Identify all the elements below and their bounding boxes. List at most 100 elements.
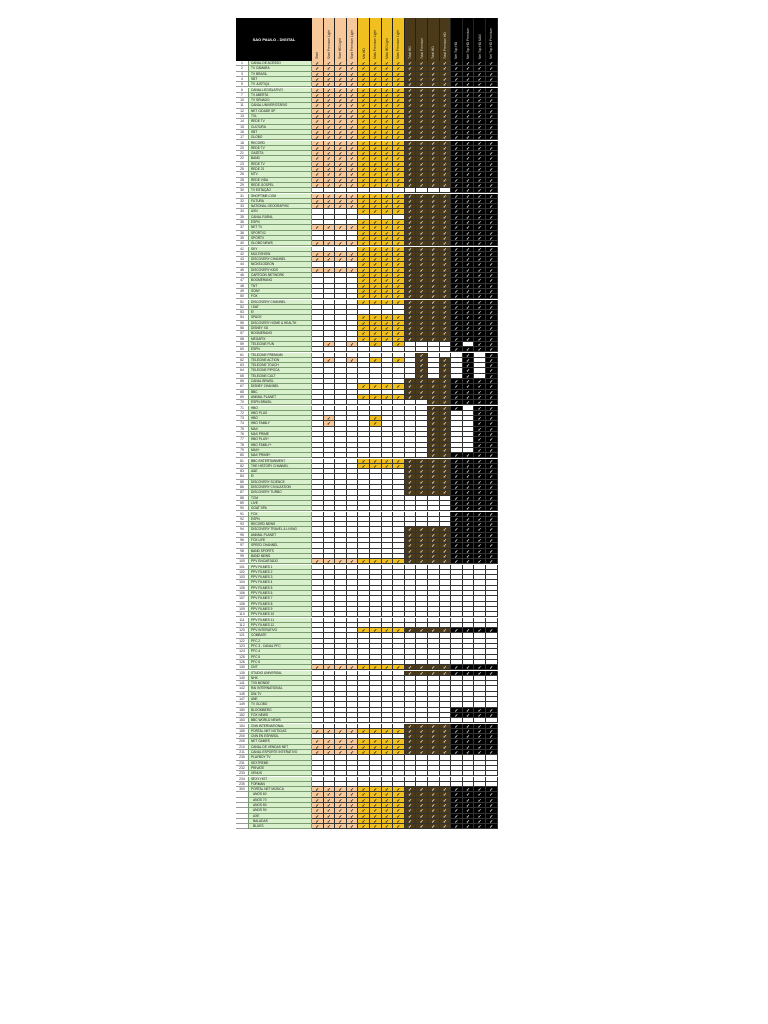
check-cell: ✓ [474,103,486,109]
check-cell: ✓ [393,71,405,77]
check-cell: ✓ [439,66,452,72]
check-cell: ✓ [370,129,382,136]
channel-number: 6 [236,87,248,93]
check-cell: ✓ [335,76,347,83]
check-cell: ✓ [323,61,336,67]
check-cell: ✓ [323,82,336,88]
check-cell: ✓ [462,161,475,167]
check-cell: ✓ [451,119,463,125]
check-cell: ✓ [416,76,428,83]
check-cell: ✓ [370,167,382,173]
check-cell: ✓ [428,82,440,88]
check-cell: ✓ [416,124,428,130]
check-cell: ✓ [370,66,382,72]
check-cell: ✓ [381,204,394,210]
check-cell: ✓ [323,66,336,72]
check-cell: ✓ [346,92,359,99]
check-cell: ✓ [428,177,440,183]
check-cell: ✓ [346,98,359,104]
check-cell: ✓ [381,114,394,120]
check-cell: ✓ [462,182,475,189]
check-cell: ✓ [462,129,475,136]
check-cell: ✓ [462,193,475,199]
column-header: Total HD [404,18,417,61]
channel-name: REDE VIDA [248,177,312,183]
check-cell: ✓ [381,92,394,99]
column-header-label: Total Premium [419,37,424,59]
check-cell: ✓ [370,156,382,162]
column-header-label: Net Top HD Premium [489,27,494,59]
check-cell: ✓ [381,198,394,205]
check-cell: ✓ [451,76,463,83]
check-cell: ✓ [404,103,417,109]
check-cell: ✓ [358,135,370,141]
table-row: 12 NET CIDADE SP ✓ ✓ ✓ ✓ ✓ ✓ ✓ ✓ ✓ ✓ ✓ ✓ ✓ ✓ ✓ ✓ [236,108,498,114]
table-row: 10 TV SENADO ✓ ✓ ✓ ✓ ✓ ✓ ✓ ✓ ✓ ✓ ✓ ✓ ✓ ✓ ✓ ✓ [236,98,498,104]
channel-name: CANAL UNIVERSITÁRIO [248,103,312,109]
check-cell: ✓ [335,145,347,152]
table-row: 16 SBT ✓ ✓ ✓ ✓ ✓ ✓ ✓ ✓ ✓ ✓ ✓ ✓ ✓ ✓ ✓ ✓ [236,129,498,136]
check-cell: ✓ [312,135,324,141]
column-header: Net Top HD Premium [486,18,498,61]
channel-number: 17 [236,135,248,141]
check-cell: ✓ [404,177,417,183]
check-cell: ✓ [439,182,452,189]
check-cell: ✓ [323,824,336,830]
check-cell: ✓ [335,71,347,77]
channel-name: REDE TV [248,161,312,167]
table-row: 7 TV ABERTA ✓ ✓ ✓ ✓ ✓ ✓ ✓ ✓ ✓ ✓ ✓ ✓ ✓ ✓ ✓ ✓ [236,92,498,99]
table-row: 17 GLOBO ✓ ✓ ✓ ✓ ✓ ✓ ✓ ✓ ✓ ✓ ✓ ✓ ✓ ✓ ✓ ✓ [236,135,498,141]
check-cell: ✓ [428,204,440,210]
check-cell: ✓ [370,151,382,157]
check-cell: ✓ [416,87,428,93]
check-cell: ✓ [474,82,486,88]
channel-name: GLOBO [248,135,312,141]
empty-cell [312,188,324,194]
column-header-label: Mais Premium Light [396,29,401,59]
check-cell: ✓ [346,824,359,830]
check-cell: ✓ [335,124,347,130]
check-cell: ✓ [404,161,417,167]
check-cell: ✓ [462,82,475,88]
check-cell: ✓ [370,161,382,167]
check-cell: ✓ [451,145,463,152]
column-header: Start Premium Light [323,18,336,61]
empty-cell [439,188,452,194]
check-cell: ✓ [404,114,417,120]
check-cell: ✓ [451,61,463,67]
check-cell: ✓ [312,177,324,183]
check-cell: ✓ [451,167,463,173]
check-cell: ✓ [381,156,394,162]
table-row: 11 CANAL UNIVERSITÁRIO ✓ ✓ ✓ ✓ ✓ ✓ ✓ ✓ ✓ ✓ ✓ ✓ ✓ ✓ ✓ ✓ [236,103,498,109]
check-cell: ✓ [462,108,475,114]
check-cell: ✓ [335,92,347,99]
channel-number: 4 [236,76,248,83]
check-cell: ✓ [404,76,417,83]
check-cell: ✓ [370,114,382,120]
check-cell: ✓ [312,66,324,72]
check-cell: ✓ [474,177,486,183]
check-cell: ✓ [312,140,324,146]
check-cell: ✓ [486,177,498,183]
check-cell: ✓ [358,198,370,205]
check-cell: ✓ [323,198,336,205]
check-cell: ✓ [428,135,440,141]
check-cell: ✓ [312,198,324,205]
check-cell: ✓ [451,156,463,162]
check-cell: ✓ [358,177,370,183]
check-cell: ✓ [312,124,324,130]
check-cell: ✓ [486,71,498,77]
channel-name: TV ABERTA [248,92,312,99]
check-cell: ✓ [312,108,324,114]
table-row: 13 TVL ✓ ✓ ✓ ✓ ✓ ✓ ✓ ✓ ✓ ✓ ✓ ✓ ✓ ✓ ✓ ✓ [236,114,498,120]
check-cell: ✓ [416,119,428,125]
check-cell: ✓ [312,151,324,157]
empty-cell [393,188,405,194]
check-cell: ✓ [312,129,324,136]
check-cell: ✓ [312,824,324,830]
check-cell: ✓ [358,151,370,157]
check-cell: ✓ [323,172,336,178]
check-cell: ✓ [428,66,440,72]
empty-cell [370,188,382,194]
check-cell: ✓ [335,824,347,830]
